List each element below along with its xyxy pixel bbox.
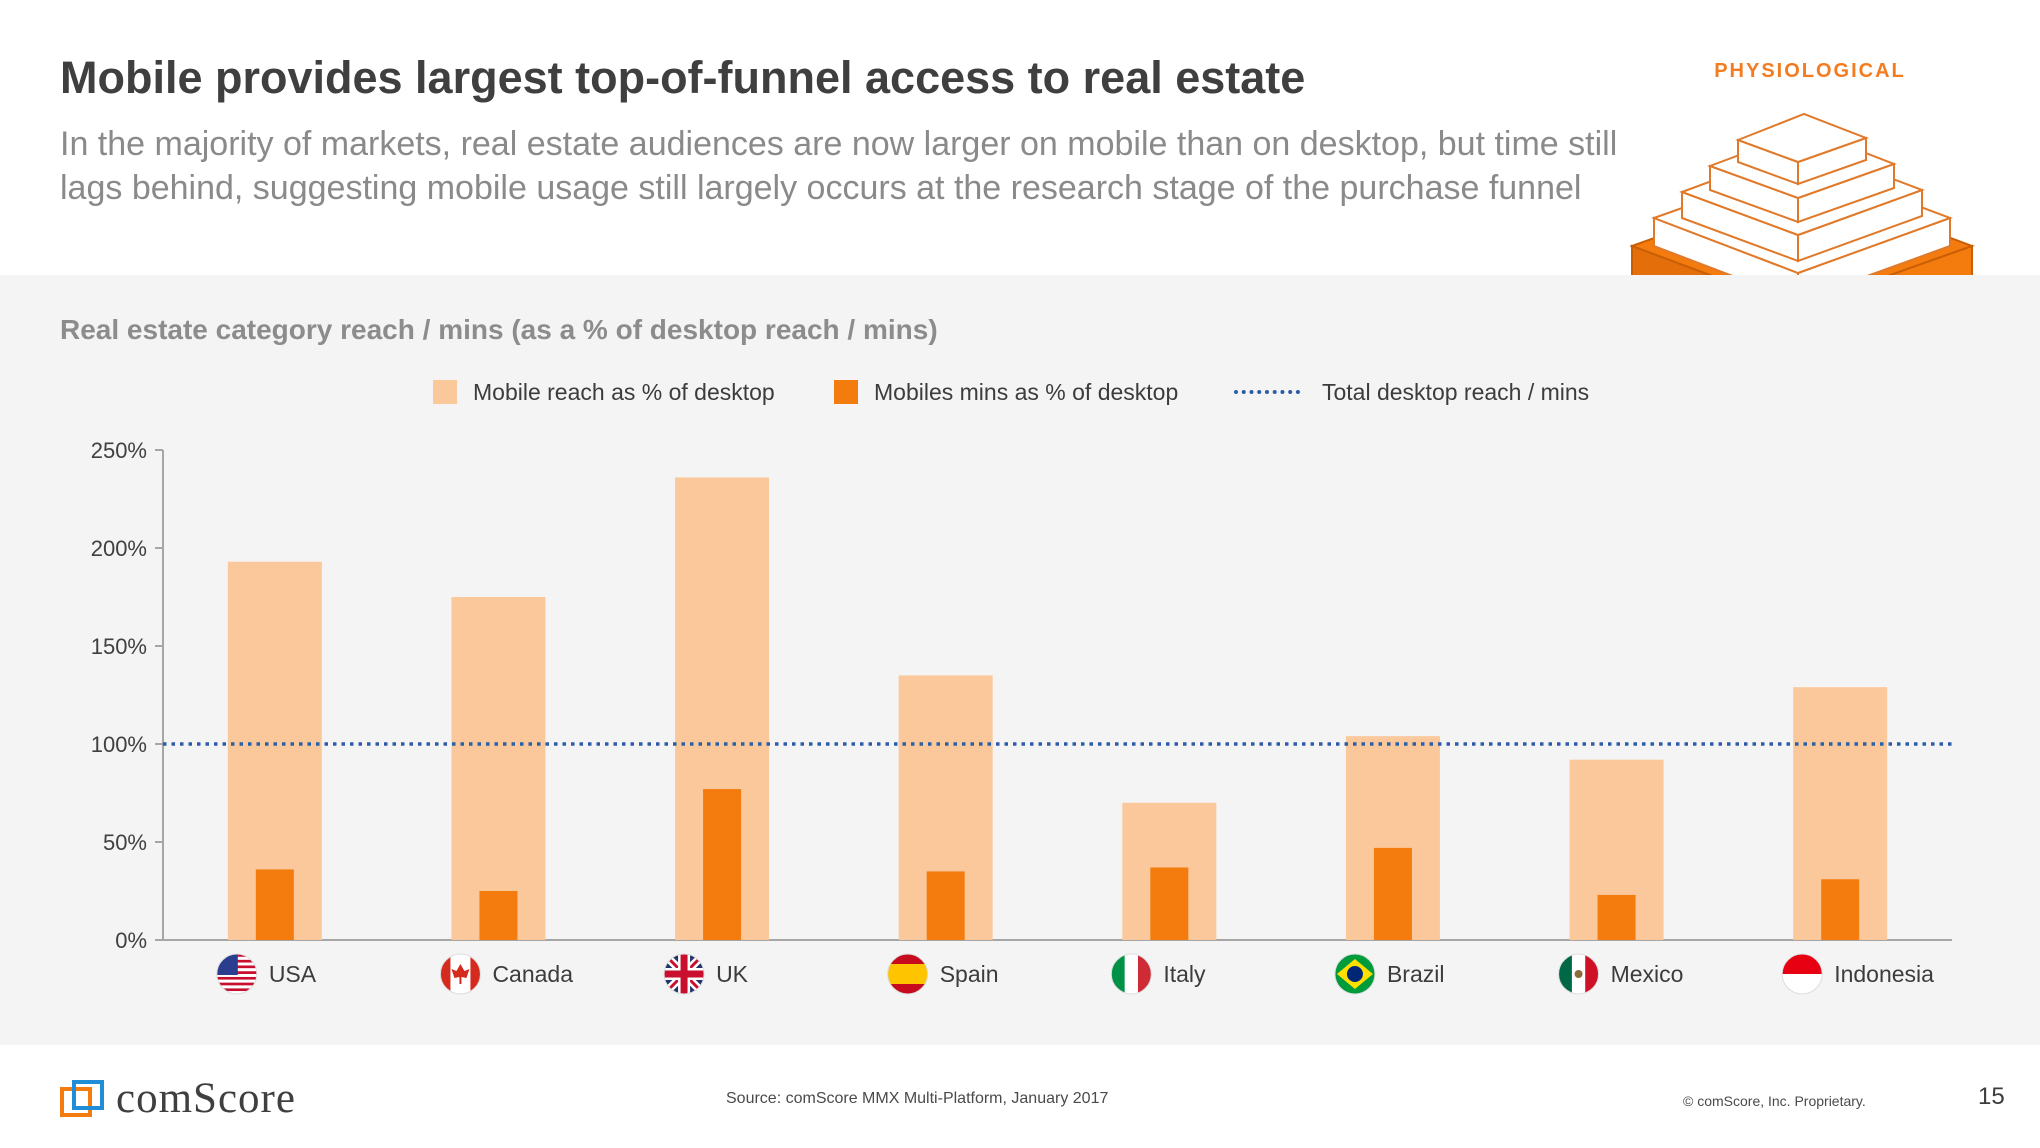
comscore-logo-icon [60, 1079, 104, 1117]
legend-item-reach: Mobile reach as % of desktop [433, 376, 775, 408]
source-note: Source: comScore MMX Multi-Platform, Jan… [726, 1090, 1109, 1107]
page-subtitle: In the majority of markets, real estate … [60, 125, 1618, 207]
bar-mins-indonesia [1821, 879, 1860, 940]
x-tick-label-brazil: Brazil [1387, 961, 1445, 987]
y-tick-label: 0% [115, 928, 147, 953]
legend-swatch-line [1234, 390, 1300, 394]
x-tick-label-mexico: Mexico [1611, 961, 1684, 987]
indonesia-flag-icon [1781, 953, 1823, 995]
bar-mins-canada [479, 891, 518, 940]
legend-item-mins: Mobiles mins as % of desktop [834, 376, 1178, 408]
bar-mins-spain [926, 871, 965, 940]
x-tick-label-canada: Canada [492, 961, 573, 987]
bar-mins-italy [1150, 867, 1189, 940]
chart-panel [0, 275, 2040, 1045]
page-number: 15 [1978, 1083, 2005, 1110]
brazil-flag-icon [1334, 953, 1376, 995]
bar-mins-mexico [1597, 894, 1636, 940]
comscore-logo: comScore [60, 1074, 296, 1123]
canada-flag-icon [439, 953, 481, 995]
x-tick-label-spain: Spain [940, 961, 999, 987]
x-tick-label-indonesia: Indonesia [1834, 961, 1934, 987]
y-tick-label: 200% [91, 536, 147, 561]
bar-mins-usa [255, 869, 294, 940]
brand-name: comScore [116, 1075, 296, 1122]
y-tick-label: 250% [91, 438, 147, 463]
mexico-flag-icon [1558, 953, 1600, 995]
legend-label-line: Total desktop reach / mins [1322, 378, 1590, 405]
italy-flag-icon [1110, 953, 1152, 995]
legend-label-mins: Mobiles mins as % of desktop [874, 378, 1179, 405]
spain-flag-icon [887, 953, 929, 995]
us-flag-icon [216, 953, 258, 995]
bar-reach-canada [451, 597, 546, 940]
legend-label-reach: Mobile reach as % of desktop [473, 378, 775, 405]
physiological-badge: PHYSIOLOGICAL [1714, 60, 1906, 82]
copyright: © comScore, Inc. Proprietary. [1683, 1093, 1866, 1109]
bar-mins-brazil [1373, 847, 1412, 940]
uk-flag-icon [663, 953, 705, 995]
legend-swatch-mins [834, 380, 858, 404]
x-tick-label-usa: USA [269, 961, 317, 987]
page-title: Mobile provides largest top-of-funnel ac… [60, 52, 1306, 103]
y-tick-label: 50% [103, 830, 147, 855]
y-tick-label: 100% [91, 732, 147, 757]
bar-mins-uk [703, 789, 742, 940]
legend-item-line: Total desktop reach / mins [1234, 376, 1589, 408]
x-tick-label-italy: Italy [1163, 961, 1206, 987]
legend-swatch-reach [433, 380, 457, 404]
y-tick-label: 150% [91, 634, 147, 659]
chart-title: Real estate category reach / mins (as a … [60, 314, 938, 345]
x-tick-label-uk: UK [716, 961, 749, 987]
